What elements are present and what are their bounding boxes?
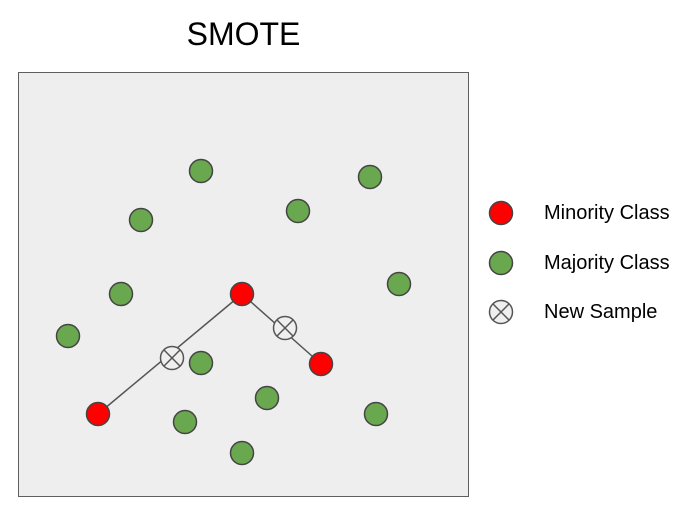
legend-label-minority: Minority Class: [544, 201, 670, 224]
minority-points: [85, 281, 334, 427]
minority-point: [85, 401, 111, 427]
diagram-title: SMOTE: [186, 16, 301, 52]
legend-item-majority: Majority Class: [486, 248, 670, 278]
majority-point: [108, 281, 134, 307]
majority-point: [55, 323, 81, 349]
majority-point: [128, 207, 154, 233]
legend-item-minority: Minority Class: [486, 198, 670, 228]
majority-point: [357, 164, 383, 190]
legend-label-new-sample: New Sample: [544, 300, 658, 323]
majority-point: [172, 409, 198, 435]
new-sample-point: [272, 315, 298, 341]
minority-point: [308, 351, 334, 377]
minority-point: [229, 281, 255, 307]
majority-points: [55, 158, 412, 466]
new-sample-marker-icon: [488, 299, 514, 325]
minority-marker-icon: [488, 200, 514, 226]
legend-item-new-sample: New Sample: [486, 297, 657, 327]
majority-point: [386, 271, 412, 297]
majority-point: [188, 158, 214, 184]
legend-label-majority: Majority Class: [544, 251, 670, 274]
majority-point: [229, 440, 255, 466]
majority-point: [254, 385, 280, 411]
new-sample-point: [159, 345, 185, 371]
majority-marker-icon: [488, 250, 514, 276]
majority-point: [188, 350, 214, 376]
majority-point: [285, 198, 311, 224]
majority-point: [363, 401, 389, 427]
